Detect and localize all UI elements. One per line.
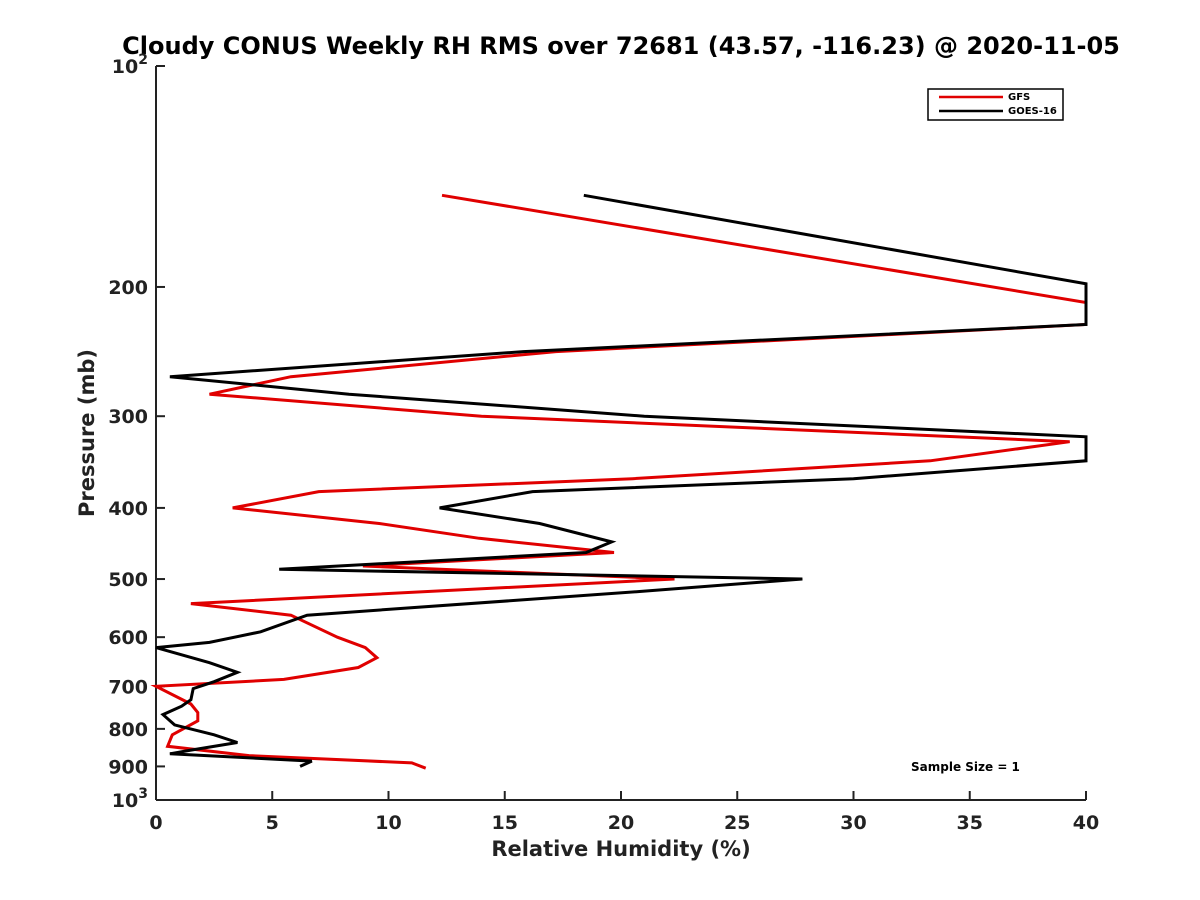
plot-area (155, 66, 1086, 801)
y-tick-label: 400 (108, 498, 148, 520)
x-tick-label: 5 (266, 812, 279, 834)
x-tick-label: 15 (492, 812, 518, 834)
y-tick-label: 103 (112, 786, 148, 812)
x-axis-label: Relative Humidity (%) (491, 837, 750, 861)
x-tick-label: 10 (375, 812, 401, 834)
sample-size-annotation: Sample Size = 1 (911, 760, 1020, 774)
y-tick-base: 10 (112, 790, 138, 812)
chart-title: Cloudy CONUS Weekly RH RMS over 72681 (4… (122, 32, 1120, 60)
legend-box (927, 88, 1064, 121)
y-tick-label: 700 (108, 676, 148, 698)
legend-label-goes16: GOES-16 (1008, 106, 1057, 117)
x-tick-label: 25 (724, 812, 750, 834)
series-group (150, 193, 1088, 770)
legend: GFS GOES-16 (927, 88, 1064, 121)
series-line-gfs (150, 193, 1088, 770)
x-tick-label: 30 (840, 812, 866, 834)
legend-label-gfs: GFS (1008, 92, 1030, 103)
y-axis-label: Pressure (mb) (75, 349, 99, 517)
y-tick-label: 102 (112, 52, 148, 78)
x-tick-label: 0 (149, 812, 162, 834)
y-tick-label: 500 (108, 569, 148, 591)
x-ticks: 0 5 10 15 20 25 30 35 40 (149, 791, 1099, 834)
y-tick-label: 600 (108, 627, 148, 649)
y-tick-exponent: 3 (138, 786, 148, 802)
x-tick-label: 20 (608, 812, 634, 834)
series-line-goes16 (155, 193, 1088, 768)
y-tick-exponent: 2 (138, 52, 148, 68)
y-tick-label: 300 (108, 406, 148, 428)
y-tick-base: 10 (112, 56, 138, 78)
x-tick-label: 35 (957, 812, 983, 834)
x-tick-label: 40 (1073, 812, 1099, 834)
y-tick-label: 200 (108, 277, 148, 299)
y-tick-label: 800 (108, 719, 148, 741)
y-tick-label: 900 (108, 756, 148, 778)
